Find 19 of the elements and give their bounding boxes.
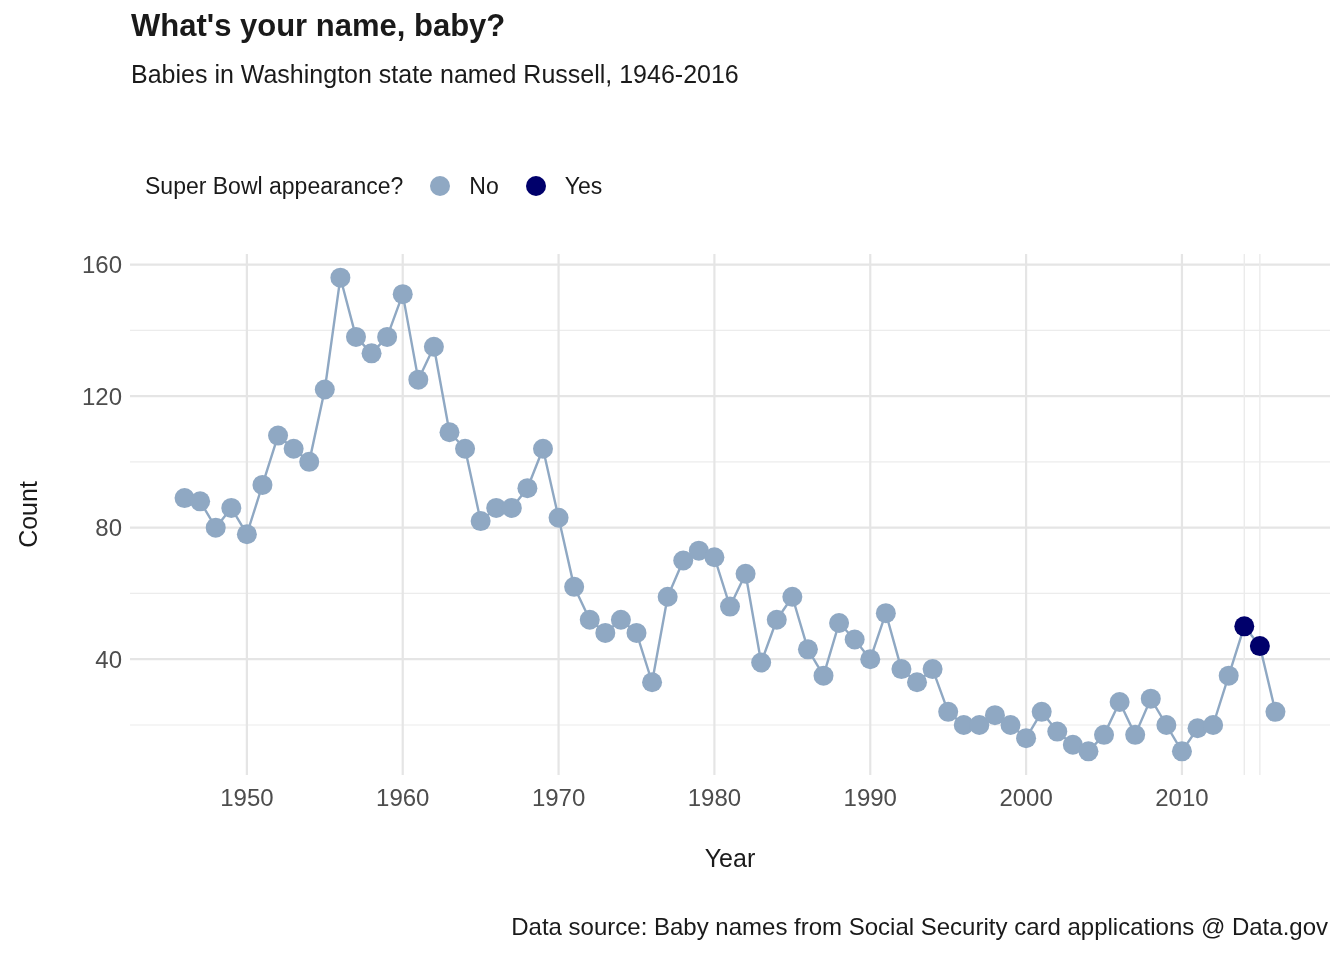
- source-note: Data source: Baby names from Social Security card applications @ Data.gov: [511, 912, 1328, 942]
- chart-title: What's your name, baby?: [131, 8, 506, 44]
- legend-label: Yes: [564, 172, 603, 200]
- y-tick-label: 160: [81, 251, 122, 279]
- y-tick-label: 40: [95, 645, 122, 673]
- x-tick-label: 2010: [1155, 784, 1209, 812]
- x-tick-label: 1960: [376, 784, 430, 812]
- legend-label: No: [469, 172, 499, 200]
- x-tick-label: 1950: [220, 784, 274, 812]
- y-tick-label: 120: [81, 382, 122, 410]
- x-axis-title: Year: [704, 844, 756, 872]
- y-tick-label: 80: [95, 514, 122, 542]
- legend-title: Super Bowl appearance?: [145, 172, 404, 200]
- x-tick-label: 1980: [687, 784, 742, 812]
- y-axis-title: Count: [14, 481, 42, 548]
- x-tick-label: 1970: [531, 784, 586, 812]
- x-tick-label: 1990: [843, 784, 897, 812]
- chart-subtitle: Babies in Washington state named Russell, 1946-2016: [131, 60, 739, 89]
- x-tick-label: 2000: [999, 784, 1053, 812]
